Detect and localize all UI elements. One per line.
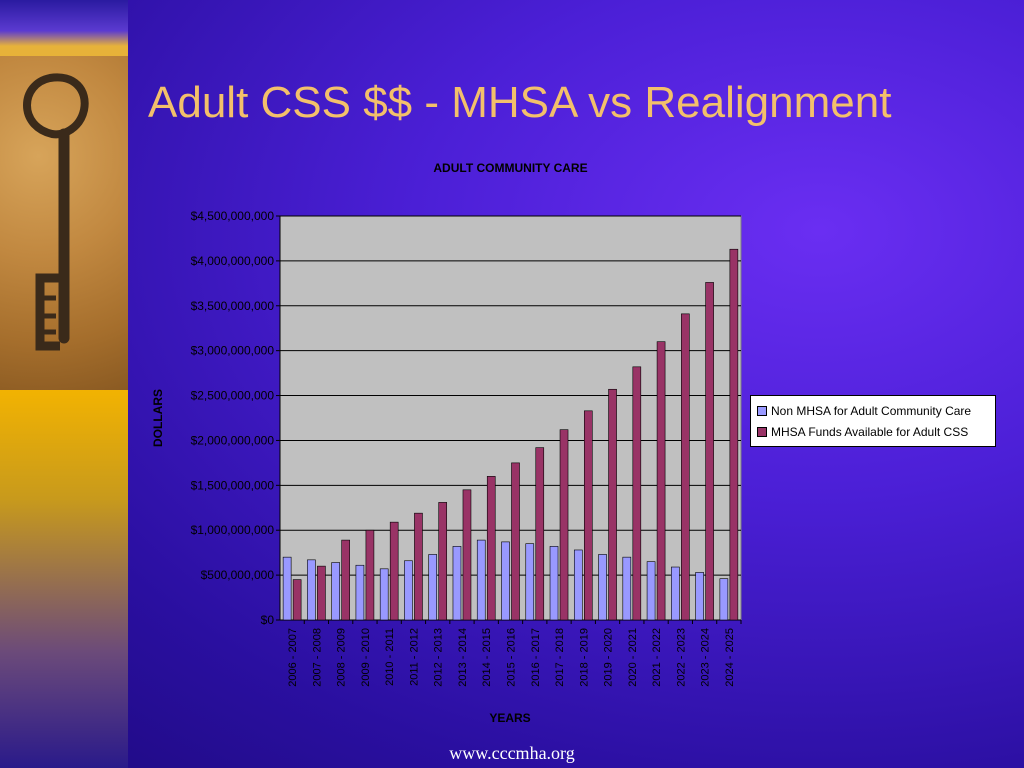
x-tick-label: 2006 - 2007 [287, 628, 299, 687]
y-tick-label: $0 [261, 613, 275, 627]
legend-item-non-mhsa: Non MHSA for Adult Community Care [757, 400, 995, 421]
bar-non-mhsa [719, 578, 729, 621]
x-axis-title: YEARS [489, 711, 530, 725]
x-tick-label: 2011 - 2012 [408, 628, 420, 686]
bar-non-mhsa [573, 549, 583, 621]
y-tick-label: $4,000,000,000 [191, 254, 275, 268]
x-tick-label: 2018 - 2019 [578, 628, 590, 687]
y-tick-label: $2,000,000,000 [191, 433, 275, 447]
bar-non-mhsa [525, 543, 535, 621]
bar-mhsa [656, 341, 666, 621]
legend-swatch-mhsa [757, 426, 767, 437]
x-tick-label: 2024 - 2025 [724, 628, 736, 687]
bar-mhsa [511, 462, 520, 621]
y-tick-label: $1,000,000,000 [191, 523, 275, 537]
y-tick-label: $4,500,000,000 [191, 209, 275, 223]
footer-url: www.cccmha.org [449, 743, 575, 763]
bar-mhsa [486, 476, 496, 621]
bar-mhsa [462, 489, 472, 621]
bar-mhsa [559, 429, 569, 621]
bar-mhsa [535, 447, 545, 621]
bar-non-mhsa [646, 561, 656, 621]
bar-mhsa [632, 366, 642, 621]
y-axis-title: DOLLARS [151, 389, 165, 447]
x-tick-label: 2022 - 2023 [675, 628, 687, 687]
old-key-icon [23, 73, 89, 351]
x-tick-label: 2021 - 2022 [651, 628, 663, 687]
bar-mhsa [414, 512, 423, 621]
legend-swatch-non-mhsa [757, 405, 767, 416]
legend-label-mhsa: MHSA Funds Available for Adult CSS [771, 424, 969, 439]
bar-non-mhsa [501, 541, 510, 621]
bar-non-mhsa [307, 559, 316, 621]
bar-non-mhsa [331, 562, 340, 621]
y-tick-label: $500,000,000 [201, 568, 275, 582]
bar-mhsa [608, 388, 617, 621]
bar-non-mhsa [404, 560, 413, 621]
bar-non-mhsa [379, 568, 389, 621]
bar-mhsa [341, 539, 350, 621]
bar-non-mhsa [282, 556, 292, 621]
bar-non-mhsa [549, 546, 559, 621]
x-tick-label: 2013 - 2014 [457, 628, 469, 687]
bar-non-mhsa [355, 564, 365, 621]
bar-non-mhsa [428, 554, 438, 621]
y-tick-label: $3,000,000,000 [191, 344, 275, 358]
x-tick-label: 2019 - 2020 [603, 628, 615, 687]
x-tick-label: 2020 - 2021 [627, 628, 639, 687]
bar-non-mhsa [476, 539, 486, 621]
x-tick-label: 2012 - 2013 [433, 628, 445, 687]
legend-item-mhsa: MHSA Funds Available for Adult CSS [757, 421, 995, 442]
x-tick-label: 2023 - 2024 [700, 628, 712, 687]
y-tick-label: $2,500,000,000 [191, 389, 275, 403]
bar-non-mhsa [622, 556, 632, 621]
x-tick-label: 2009 - 2010 [360, 628, 372, 687]
bar-mhsa [389, 521, 399, 621]
x-tick-label: 2010 - 2011 [384, 628, 396, 686]
y-tick-label: $3,500,000,000 [191, 299, 275, 313]
chart-legend: Non MHSA for Adult Community Care MHSA F… [750, 395, 996, 447]
bar-mhsa [365, 529, 375, 621]
bar-non-mhsa [671, 566, 680, 621]
bar-mhsa [438, 502, 448, 621]
bar-non-mhsa [598, 554, 607, 621]
legend-label-non-mhsa: Non MHSA for Adult Community Care [771, 403, 972, 418]
chart-title: ADULT COMMUNITY CARE [433, 161, 587, 175]
bar-mhsa [292, 579, 302, 621]
x-tick-label: 2008 - 2009 [336, 628, 348, 687]
x-tick-label: 2007 - 2008 [311, 628, 323, 687]
x-tick-label: 2015 - 2016 [506, 628, 518, 687]
slide-title: Adult CSS $$ - MHSA vs Realignment [148, 78, 892, 127]
x-tick-label: 2016 - 2017 [530, 628, 542, 687]
bar-mhsa [317, 565, 326, 621]
bar-mhsa [705, 282, 714, 621]
bar-mhsa [681, 313, 690, 621]
bar-mhsa [583, 410, 593, 621]
bar-non-mhsa [695, 572, 704, 621]
x-tick-label: 2014 - 2015 [481, 628, 493, 687]
x-tick-label: 2017 - 2018 [554, 628, 566, 687]
bar-non-mhsa [452, 546, 462, 621]
y-tick-label: $1,500,000,000 [191, 478, 275, 492]
bar-mhsa [729, 248, 739, 621]
key-photo [0, 56, 128, 390]
